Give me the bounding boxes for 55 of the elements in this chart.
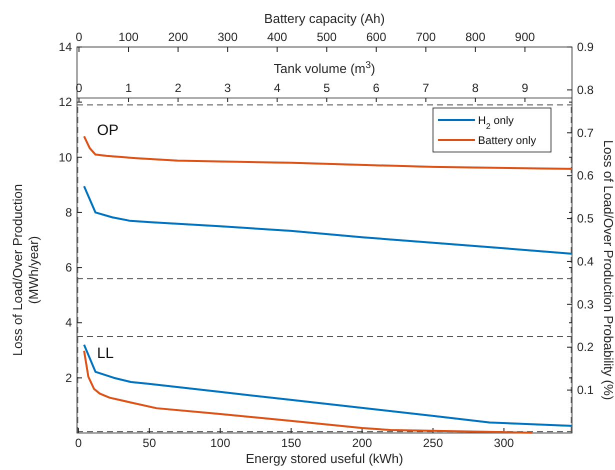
x2-tick-label: 300 [218,30,238,44]
y2-tick-label: 0.6 [577,168,594,183]
y-tick-label: 14 [58,40,72,54]
y2-tick-label: 0.8 [577,82,594,97]
line-series [83,185,573,255]
x-tick-label: 0 [75,436,82,450]
y-tick-label: 6 [65,260,72,275]
y2-tick-label: 0.2 [577,340,594,354]
y-tick-label: 8 [65,205,72,220]
y2-tick-label: 0.5 [577,212,594,226]
x2-tick-label: 800 [465,30,486,44]
x2-tick-label: 100 [118,30,139,44]
x-tick-label: 150 [281,436,302,450]
y2-tick-label: 0.9 [577,40,594,54]
x-tick-label: 1 [125,81,132,96]
x2-tick-label: 400 [267,30,288,44]
x2-axis-title: Battery capacity (Ah) [264,11,385,26]
x-tick-label: 9 [522,81,529,96]
x2-tick-label: 0 [76,30,83,44]
x-tick-label: 200 [352,436,372,450]
y-tick-label: 2 [65,370,72,385]
y-tick-label: 10 [58,150,72,164]
line-series [83,135,573,170]
x2-tick-label: 700 [416,30,436,44]
x2-tick-label: 600 [366,30,387,44]
x-tick-label: 50 [142,436,156,450]
x-tick-label: 4 [274,81,281,96]
x-tick-label: 100 [210,436,231,450]
y2-tick-label: 0.1 [577,383,594,398]
x-axis-title: Energy stored useful (kWh) [246,451,404,466]
x-tick-label: 300 [494,436,514,450]
x2-tick-label: 500 [316,30,338,44]
y2-tick-label: 0.4 [577,254,594,268]
legend-label: Battery only [478,135,537,147]
x-tick-label: 2 [174,81,182,96]
x-axis-title: Tank volume (m$^{3}$) [274,60,376,76]
y-tick-label: 12 [58,95,72,110]
x2-tick-label: 200 [168,30,188,44]
y2-tick-label: 0.3 [577,297,594,312]
y2-axis-title: Loss of Load/Over Production Probability (%) [601,140,615,400]
x-tick-label: 3 [224,81,232,96]
annotation: LL [97,345,114,362]
line-series [83,350,534,434]
y-tick-label: 4 [65,316,72,330]
x2-tick-label: 900 [514,30,536,44]
legend-label: H$_{2}$ only [478,115,514,130]
annotation: OP [97,122,119,139]
y-axis-title: Loss of Load/Over Production (MWh/year) [10,184,41,356]
x-tick-label: 7 [422,81,430,96]
x-tick-label: 250 [422,436,444,450]
x-tick-label: 5 [323,81,330,96]
x-tick-label: 8 [472,81,480,96]
x-tick-label: 6 [372,81,380,96]
line-series [83,344,573,427]
y2-tick-label: 0.7 [577,126,594,140]
